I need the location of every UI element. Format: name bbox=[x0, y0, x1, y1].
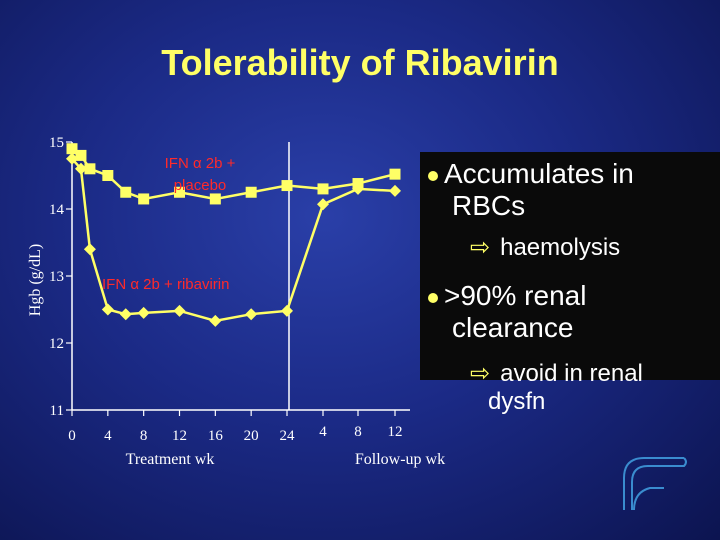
data-point bbox=[84, 163, 96, 175]
x-tick-label: 0 bbox=[68, 428, 76, 444]
data-point bbox=[209, 193, 221, 205]
x-tick-label: 24 bbox=[280, 428, 296, 444]
series-label-placebo-line1: IFN α 2b + bbox=[165, 155, 236, 172]
slide-title: Tolerability of Ribavirin bbox=[161, 42, 559, 83]
series-label-ribavirin: IFN α 2b + ribavirin bbox=[102, 276, 229, 293]
x-tick-label: 8 bbox=[140, 428, 148, 444]
y-tick-label: 14 bbox=[49, 202, 65, 218]
data-point bbox=[83, 243, 96, 256]
notes-panel: Accumulates in RBCs ⇨ haemolysis >90% ren… bbox=[420, 152, 720, 415]
data-point bbox=[209, 314, 222, 327]
data-point bbox=[245, 186, 257, 198]
y-tick-label: 11 bbox=[50, 403, 64, 419]
data-point bbox=[281, 304, 293, 317]
arrow-right-icon: ⇨ bbox=[470, 234, 491, 261]
y-tick-label: 12 bbox=[49, 336, 64, 352]
data-point bbox=[245, 308, 258, 321]
x-axis-title-followup: Follow-up wk bbox=[355, 451, 445, 468]
company-logo-icon bbox=[623, 457, 687, 511]
x-tick-label: 20 bbox=[244, 428, 259, 444]
series-label-placebo-line2: placebo bbox=[174, 177, 227, 194]
bullet-dot-icon bbox=[428, 170, 438, 181]
x-tick-label: 16 bbox=[208, 428, 224, 444]
x-tick-label: 4 bbox=[319, 424, 327, 440]
data-point bbox=[66, 143, 78, 155]
x-tick-label: 12 bbox=[172, 428, 187, 444]
y-axis-title: Hgb (g/dL) bbox=[27, 244, 44, 316]
data-point bbox=[352, 182, 364, 195]
x-axis-title-treatment: Treatment wk bbox=[126, 451, 215, 468]
data-point bbox=[66, 152, 78, 165]
data-point bbox=[389, 168, 401, 180]
data-point bbox=[119, 308, 132, 321]
data-point bbox=[173, 304, 186, 317]
data-point bbox=[174, 186, 185, 198]
data-point bbox=[281, 180, 293, 192]
bullet-dot-icon bbox=[428, 292, 438, 303]
data-point bbox=[389, 184, 401, 197]
data-point bbox=[138, 193, 150, 205]
y-tick-label: 15 bbox=[49, 135, 64, 151]
data-point bbox=[75, 149, 87, 161]
data-point bbox=[120, 186, 132, 198]
data-point bbox=[317, 198, 329, 211]
data-point bbox=[102, 170, 114, 181]
data-point bbox=[101, 303, 114, 316]
x-tick-label: 12 bbox=[388, 424, 403, 440]
subbullet-haemolysis: ⇨ haemolysis bbox=[470, 234, 621, 261]
arrow-right-icon: ⇨ bbox=[470, 360, 491, 387]
bullet-accumulates: Accumulates in RBCs bbox=[428, 158, 634, 222]
bullet-renal-clearance: >90% renal clearance bbox=[428, 280, 586, 344]
subbullet-avoid-renal: ⇨ avoid in renal dysfn bbox=[470, 360, 643, 415]
y-tick-label: 13 bbox=[49, 269, 64, 285]
series-line-ribavirin bbox=[71, 157, 396, 323]
data-point bbox=[137, 306, 150, 319]
data-point bbox=[74, 162, 87, 175]
x-tick-label: 4 bbox=[104, 428, 112, 444]
x-tick-label: 8 bbox=[354, 424, 362, 440]
data-point bbox=[317, 183, 329, 195]
